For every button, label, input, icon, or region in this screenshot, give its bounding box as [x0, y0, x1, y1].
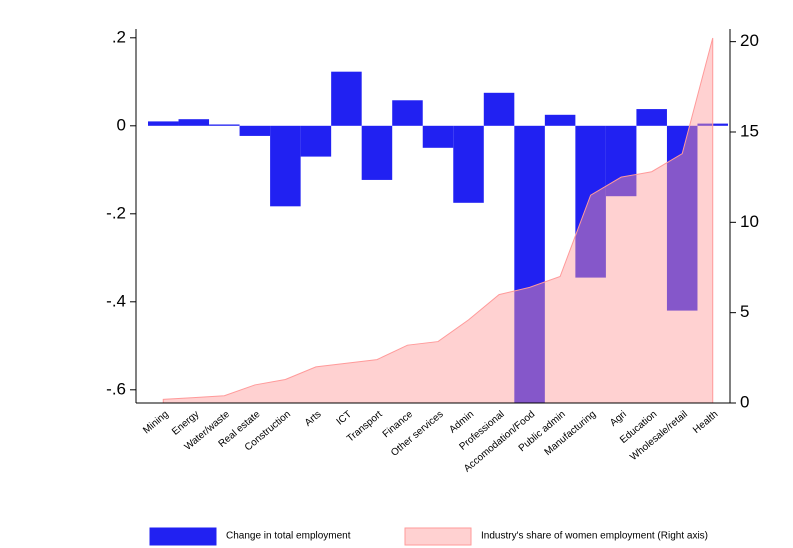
legend-label: Industry's share of women employment (Ri… [481, 531, 708, 542]
bar [270, 125, 301, 207]
y-tick-label: 0 [117, 115, 126, 134]
bar [666, 125, 698, 311]
y2-tick-label: 5 [740, 302, 749, 321]
y-tick-label: -.2 [106, 203, 126, 222]
bar [605, 125, 637, 197]
y-tick-label: -.6 [106, 379, 126, 398]
bar [361, 125, 393, 180]
y2-tick-label: 20 [740, 31, 759, 50]
y2-tick-label: 15 [740, 121, 759, 140]
bar [422, 125, 454, 148]
y2-tick-label: 0 [740, 392, 749, 411]
bar [300, 125, 332, 157]
bar [575, 125, 606, 278]
bar [453, 125, 484, 203]
bar [483, 92, 515, 126]
legend-label: Change in total employment [226, 531, 351, 542]
bar [148, 121, 179, 126]
bar [636, 109, 667, 126]
bar [514, 125, 545, 404]
legend-swatch [404, 527, 472, 546]
bar [331, 71, 362, 126]
y-tick-label: -.4 [106, 291, 126, 310]
legend-swatch [149, 527, 217, 546]
bar [392, 100, 423, 126]
bar [239, 125, 271, 136]
bar [209, 124, 240, 126]
bar [544, 114, 576, 126]
y-tick-label: .2 [112, 27, 126, 46]
y2-tick-label: 10 [740, 212, 759, 231]
area [162, 37, 714, 404]
bar [178, 119, 210, 126]
